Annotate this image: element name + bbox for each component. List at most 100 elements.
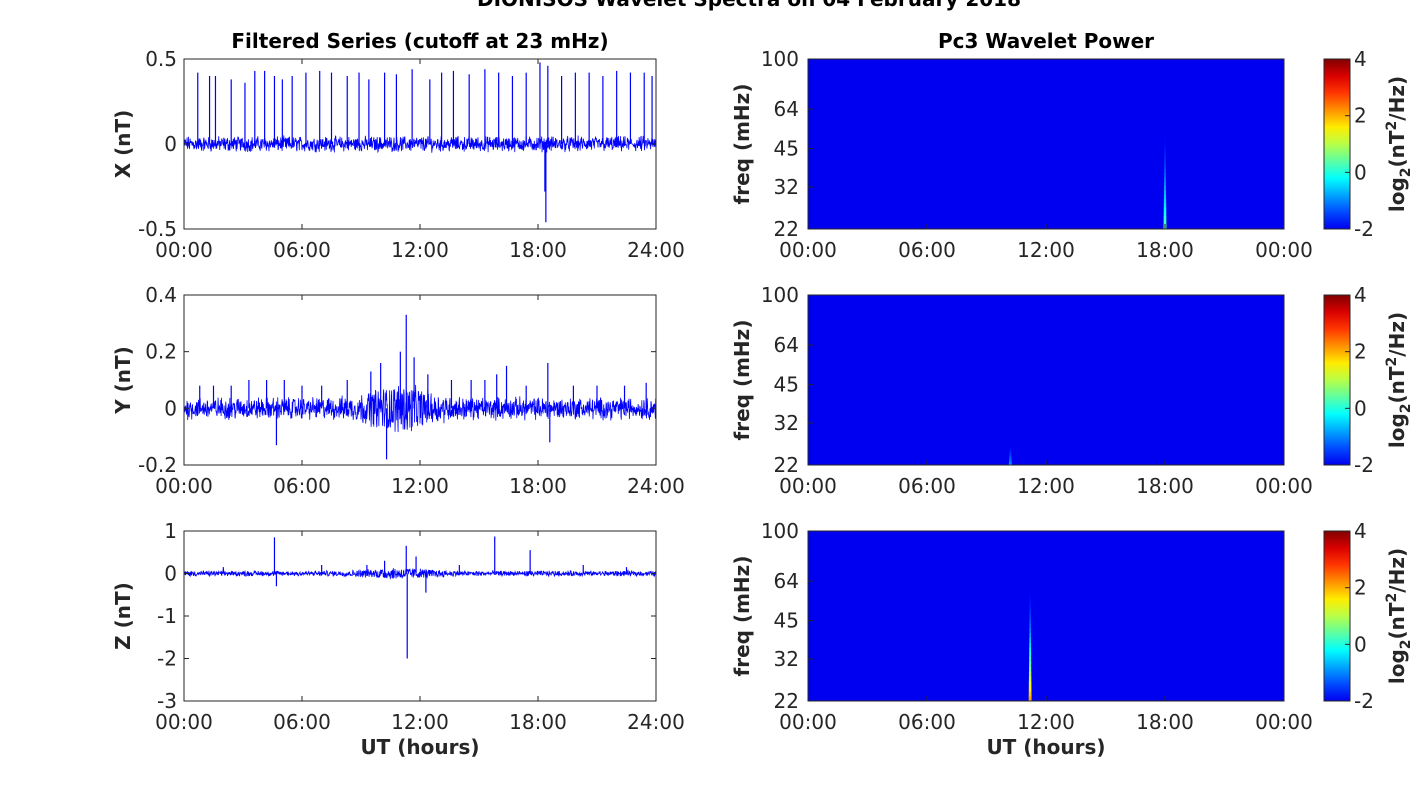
x-tick-label: 00:00 <box>1255 474 1313 498</box>
spectrogram-feature <box>1164 186 1166 191</box>
colorbar <box>1323 58 1351 230</box>
colorbar-tick-label: -2 <box>1354 689 1374 713</box>
left-column-title: Filtered Series (cutoff at 23 mHz) <box>231 29 608 53</box>
spectrogram-feature <box>1163 190 1167 196</box>
x-axis-label: UT (hours) <box>360 735 479 759</box>
spectrogram-feature <box>1028 671 1032 678</box>
spectrogram-feature <box>1009 460 1012 462</box>
x-tick-label: 24:00 <box>627 710 685 734</box>
spectrogram-panel-x: 00:00 06:00 12:00 18:00 00:0022324564100freq… <box>730 47 1414 262</box>
y-tick-label: -3 <box>157 689 177 713</box>
spectrogram-feature <box>1009 450 1012 453</box>
y-tick-label: 45 <box>774 137 799 161</box>
y-tick-label: 64 <box>774 333 799 357</box>
y-tick-label: -0.5 <box>138 217 177 241</box>
panels: 00:00 06:00 12:00 18:00 24:00 0.5 0 -0.5 X (nT) 0… <box>111 47 1414 759</box>
y-tick-label: 0.4 <box>145 283 177 307</box>
colorbar-tick-label: 0 <box>1354 160 1367 184</box>
x-tick-label: 12:00 <box>391 474 449 498</box>
y-tick-label: 100 <box>761 283 799 307</box>
spectrogram-feature <box>1009 448 1011 451</box>
colorbar-label: log2(nT2/Hz) <box>1384 548 1414 684</box>
spectrogram-feature <box>1164 177 1166 183</box>
colorbar-label: log2(nT2/Hz) <box>1384 312 1414 448</box>
x-tick-label: 06:00 <box>898 710 956 734</box>
y-tick-label: 22 <box>774 217 799 241</box>
x-tick-label: 06:00 <box>273 710 331 734</box>
x-tick-label: 12:00 <box>391 238 449 262</box>
y-tick-label: 22 <box>774 453 799 477</box>
spectrogram-feature <box>1009 442 1011 444</box>
x-tick-label: 12:00 <box>391 710 449 734</box>
colorbar-label: log2(nT2/Hz) <box>1384 76 1414 212</box>
spectrogram-feature <box>1028 676 1032 683</box>
spectrogram-feature <box>1029 667 1032 673</box>
spectrogram-feature <box>1164 173 1166 179</box>
spectrogram-feature <box>1164 147 1166 153</box>
spectrogram-feature <box>1163 203 1167 209</box>
y-tick-label: -1 <box>157 604 177 628</box>
colorbar-tick-label: 0 <box>1354 632 1367 656</box>
x-tick-label: 00:00 <box>1255 710 1313 734</box>
series-line <box>183 135 657 154</box>
spectrogram-feature <box>1009 451 1012 454</box>
spectrogram-feature <box>1164 181 1166 187</box>
x-tick-label: 00:00 <box>155 710 213 734</box>
spectrogram-feature <box>1029 647 1032 654</box>
spectrogram-feature <box>1164 164 1166 170</box>
x-tick-label: 00:00 <box>779 238 837 262</box>
y-tick-label: 64 <box>774 97 799 121</box>
colorbar <box>1323 530 1351 702</box>
spectrogram-feature <box>1029 599 1031 605</box>
x-tick-label: 00:00 <box>779 474 837 498</box>
y-tick-label: 32 <box>774 647 799 671</box>
y-tick-label: 100 <box>761 47 799 71</box>
series-panel-z: 00:00 06:00 12:00 18:00 24:00 1 0 -1 -2 -3 Z (nT) U… <box>111 519 685 759</box>
y-tick-label: 64 <box>774 569 799 593</box>
spectrogram-feature <box>1009 444 1011 447</box>
colorbar-tick-label: 4 <box>1354 519 1367 543</box>
spectrogram-feature <box>1029 608 1031 615</box>
y-tick-label: 100 <box>761 519 799 543</box>
spectrogram-feature <box>1009 446 1011 449</box>
spectrogram-feature <box>1028 696 1032 702</box>
y-axis-label: X (nT) <box>111 110 135 179</box>
x-tick-label: 00:00 <box>779 710 837 734</box>
x-tick-label: 18:00 <box>1136 238 1194 262</box>
x-tick-label: 12:00 <box>1017 238 1075 262</box>
colorbar-tick-label: 0 <box>1354 396 1367 420</box>
spectrogram-feature <box>1009 459 1012 461</box>
spectrogram-feature <box>1009 449 1012 452</box>
spectrogram-feature <box>1029 657 1032 663</box>
spectrogram-feature <box>1009 453 1012 455</box>
series-line <box>183 384 657 433</box>
x-axis-label: UT (hours) <box>986 735 1105 759</box>
colorbar-tick-label: 4 <box>1354 47 1367 71</box>
y-tick-label: 22 <box>774 689 799 713</box>
x-tick-label: 06:00 <box>898 474 956 498</box>
spectrogram-feature <box>1009 461 1012 463</box>
x-tick-label: 00:00 <box>1255 238 1313 262</box>
spectrogram-feature <box>1029 637 1031 644</box>
y-tick-label: 0 <box>164 132 177 156</box>
spectrogram-feature <box>1009 458 1012 460</box>
spectrogram-feature <box>1008 463 1012 465</box>
spectrogram-feature <box>1028 681 1032 687</box>
spectrogram-feature <box>1029 618 1031 624</box>
x-tick-label: 18:00 <box>1136 474 1194 498</box>
y-tick-label: 0 <box>164 396 177 420</box>
x-tick-label: 18:00 <box>509 710 567 734</box>
spectrogram-feature <box>1029 662 1032 668</box>
x-tick-label: 06:00 <box>273 238 331 262</box>
spectrogram-feature <box>1163 220 1167 226</box>
colorbar-tick-label: -2 <box>1354 217 1374 241</box>
spectrogram-feature <box>1009 445 1011 448</box>
spectrogram-feature <box>1029 642 1032 649</box>
y-tick-label: 0 <box>164 562 177 586</box>
x-tick-label: 18:00 <box>509 474 567 498</box>
spectrogram-feature <box>1029 628 1031 634</box>
colorbar <box>1323 294 1351 466</box>
y-tick-label: 0.5 <box>145 47 177 71</box>
spectrogram-feature <box>1029 652 1032 658</box>
spectrogram-feature <box>1029 613 1031 620</box>
